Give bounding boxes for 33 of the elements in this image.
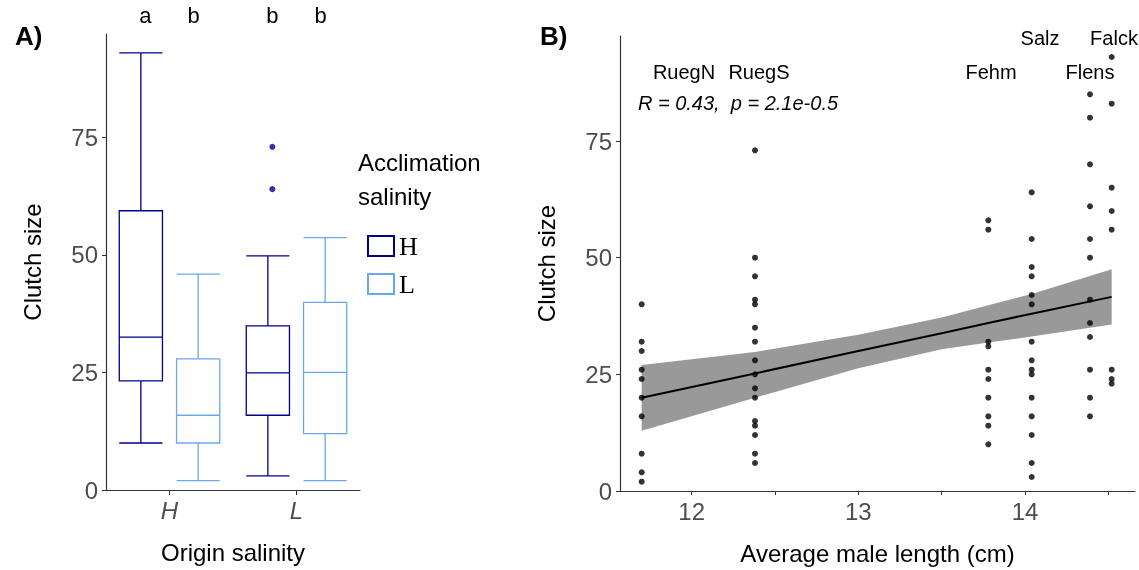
x-tick-label: H	[160, 496, 179, 524]
text: b	[266, 2, 279, 28]
annotation: R = 0.43, p = 2.1e-0.5	[637, 92, 839, 114]
y-tick-label: 75	[71, 123, 98, 151]
annotation: Fehm	[965, 61, 1017, 83]
legend-label: H	[399, 231, 418, 261]
chart-title: A)	[15, 21, 43, 51]
x-tick-label: 13	[844, 497, 872, 525]
text: a	[139, 2, 153, 28]
text: b	[314, 2, 327, 28]
y-tick-label: 50	[585, 244, 612, 272]
annotation: Falck	[1090, 27, 1139, 49]
x-tick-label: 14	[1011, 497, 1039, 525]
y-tick-label: 0	[598, 477, 612, 505]
y-tick-label: 50	[71, 241, 98, 269]
y-tick-label: 25	[585, 360, 612, 388]
legend-label: L	[399, 269, 415, 299]
chart-title: B)	[540, 21, 568, 51]
text: b	[187, 2, 200, 28]
annotation: Flens	[1065, 61, 1115, 83]
y-tick-label: 75	[585, 127, 612, 155]
y-tick-label: 0	[84, 476, 98, 504]
y-axis-title: Clutch size	[18, 203, 46, 321]
x-tick-label: 12	[678, 497, 706, 525]
annotation: Salz	[1020, 27, 1060, 49]
x-axis-title: Average male length (cm)	[740, 539, 1015, 567]
annotation: RuegS	[728, 61, 790, 83]
x-axis-title: Origin salinity	[160, 538, 306, 566]
y-tick-label: 25	[71, 358, 98, 386]
x-tick-label: L	[289, 496, 304, 524]
annotation: RuegN	[652, 61, 716, 83]
y-axis-title: Clutch size	[532, 204, 560, 323]
legend-title: Acclimation salinity	[358, 148, 481, 210]
